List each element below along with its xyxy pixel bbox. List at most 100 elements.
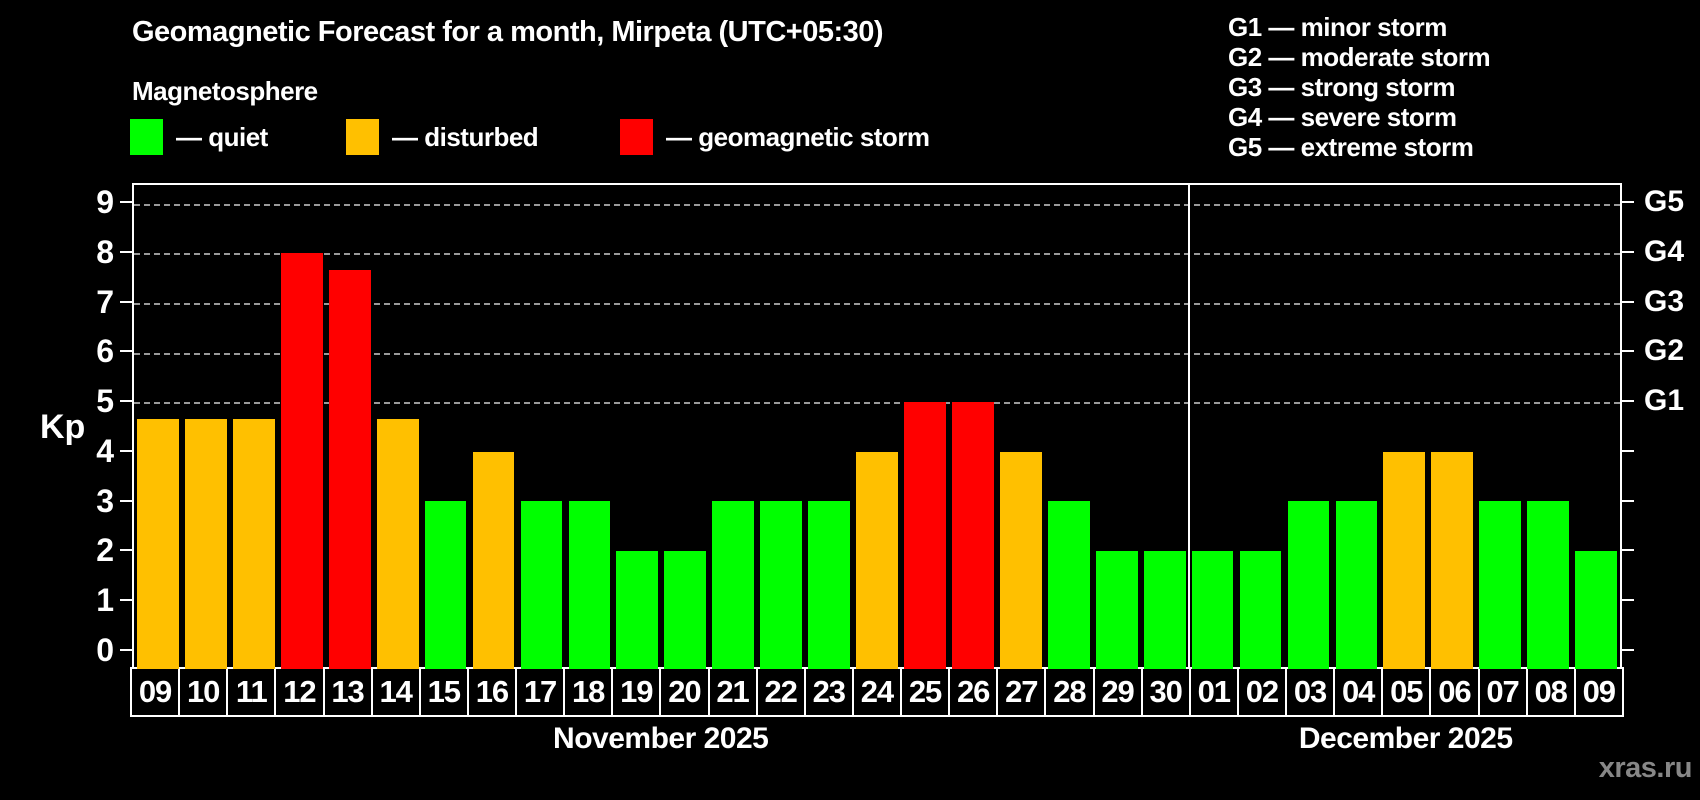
right-axis-tick xyxy=(1622,300,1634,303)
right-axis-tick xyxy=(1622,449,1634,452)
bar-slot xyxy=(901,185,949,669)
bar-slot xyxy=(709,185,757,669)
kp-bar-day-12 xyxy=(280,253,323,669)
g-scale-item-g1: G1 — minor storm xyxy=(1228,12,1447,42)
y-axis-tick-label: 7 xyxy=(96,283,114,320)
right-axis-tick xyxy=(1622,250,1634,253)
legend-item-label: — disturbed xyxy=(392,122,539,152)
kp-axis-label: Kp xyxy=(40,408,86,446)
y-axis-tick-label: 9 xyxy=(96,183,114,220)
day-label-cell: 08 xyxy=(1528,669,1576,715)
kp-bar-day-22 xyxy=(760,501,802,669)
day-label-cell: 03 xyxy=(1287,669,1336,715)
bar-slot xyxy=(1141,185,1189,669)
bar-slot xyxy=(1045,185,1093,669)
kp-bar-day-18 xyxy=(568,501,611,669)
y-axis-tick-label: 0 xyxy=(96,632,114,669)
kp-bar-day-20 xyxy=(664,550,707,669)
kp-bar-day-13 xyxy=(328,269,371,669)
bar-slot xyxy=(422,185,470,669)
y-axis-tick xyxy=(120,499,132,502)
kp-bar-day-11 xyxy=(232,418,275,669)
y-axis-tick xyxy=(120,549,132,552)
separator-layer xyxy=(134,185,1620,669)
kp-bar-day-15 xyxy=(424,501,467,669)
day-label-cell: 10 xyxy=(180,669,229,715)
y-axis-tick xyxy=(120,200,132,203)
kp-bar-day-09 xyxy=(137,418,179,669)
legend-item-disturbed: — disturbed xyxy=(346,119,539,155)
page-title: Geomagnetic Forecast for a month, Mirpet… xyxy=(132,16,884,48)
y-axis-tick xyxy=(120,300,132,303)
y-axis-tick xyxy=(120,350,132,353)
bar-slot xyxy=(1332,185,1380,669)
grid-line-kp5 xyxy=(134,402,1620,405)
g-scale-item-g4: G4 — severe storm xyxy=(1228,102,1457,132)
bar-slot xyxy=(278,185,326,669)
kp-bar-day-07 xyxy=(1479,501,1522,669)
bar-slot xyxy=(1093,185,1141,669)
g-scale-item-g2: G2 — moderate storm xyxy=(1228,42,1491,72)
bar-slot xyxy=(565,185,613,669)
day-label-cell: 09 xyxy=(1582,674,1616,709)
grid-line-kp7 xyxy=(134,303,1620,306)
month-separator-line xyxy=(1187,185,1190,669)
bar-slot xyxy=(1189,185,1237,669)
kp-bar-day-19 xyxy=(616,550,659,669)
bar-slot xyxy=(661,185,709,669)
kp-bar-day-25 xyxy=(904,402,946,669)
day-label-cell: 17 xyxy=(517,669,566,715)
day-label-cell: 07 xyxy=(1480,669,1528,715)
kp-bar-day-24 xyxy=(856,451,898,669)
g-scale-item-g5: G5 — extreme storm xyxy=(1228,132,1474,162)
kp-bar-day-08 xyxy=(1527,501,1569,669)
bar-slot xyxy=(805,185,853,669)
day-label-cell: 18 xyxy=(565,669,614,715)
kp-bar-day-04 xyxy=(1335,501,1378,669)
day-label-cell: 02 xyxy=(1239,669,1287,715)
y-axis-tick-label: 8 xyxy=(96,233,114,270)
day-label-cell: 11 xyxy=(228,669,277,715)
grid-line-kp8 xyxy=(134,253,1620,256)
bars-layer xyxy=(134,185,1620,669)
y-axis-tick-label: 5 xyxy=(96,383,114,420)
day-label-cell: 04 xyxy=(1335,669,1384,715)
y-axis-tick-label: 6 xyxy=(96,333,114,370)
month-label: December 2025 xyxy=(1298,722,1513,755)
right-axis-tick xyxy=(1622,599,1634,602)
day-label-cell: 13 xyxy=(325,669,373,715)
bar-slot xyxy=(518,185,566,669)
kp-bar-day-06 xyxy=(1431,451,1474,669)
bar-slot xyxy=(374,185,422,669)
day-label-cell: 23 xyxy=(806,669,854,715)
grid-layer xyxy=(134,185,1620,669)
bar-slot xyxy=(949,185,997,669)
bar-slot xyxy=(853,185,901,669)
legend-item-storm: — geomagnetic storm xyxy=(620,119,930,155)
bar-slot xyxy=(1476,185,1524,669)
kp-bar-day-30 xyxy=(1143,550,1186,669)
right-axis-tick xyxy=(1622,200,1634,203)
day-label-cell: 15 xyxy=(421,669,469,715)
y-axis-tick-label: 1 xyxy=(96,582,114,619)
bar-slot xyxy=(1380,185,1428,669)
watermark: xras.ru xyxy=(1598,752,1693,784)
bar-slot xyxy=(1285,185,1333,669)
kp-bar-day-29 xyxy=(1095,550,1138,669)
y-axis-tick-label: 4 xyxy=(96,432,114,469)
g-axis-tick-label-g3: G3 xyxy=(1644,284,1685,318)
day-label-cell: 16 xyxy=(469,669,517,715)
kp-bar-day-01 xyxy=(1191,550,1234,669)
kp-bar-day-03 xyxy=(1287,501,1330,669)
day-label-cell: 24 xyxy=(854,669,902,715)
bar-slot xyxy=(1524,185,1572,669)
day-label-cell: 06 xyxy=(1431,669,1480,715)
kp-bar-day-21 xyxy=(712,501,755,669)
day-label-cell: 27 xyxy=(998,669,1047,715)
right-axis-tick xyxy=(1622,350,1634,353)
bar-slot xyxy=(470,185,518,669)
y-axis-tick xyxy=(120,250,132,253)
y-axis-tick-label: 2 xyxy=(96,532,114,569)
g-scale-legend: G1 — minor storm G2 — moderate storm G3 — … xyxy=(1228,12,1491,162)
bar-slot xyxy=(326,185,374,669)
